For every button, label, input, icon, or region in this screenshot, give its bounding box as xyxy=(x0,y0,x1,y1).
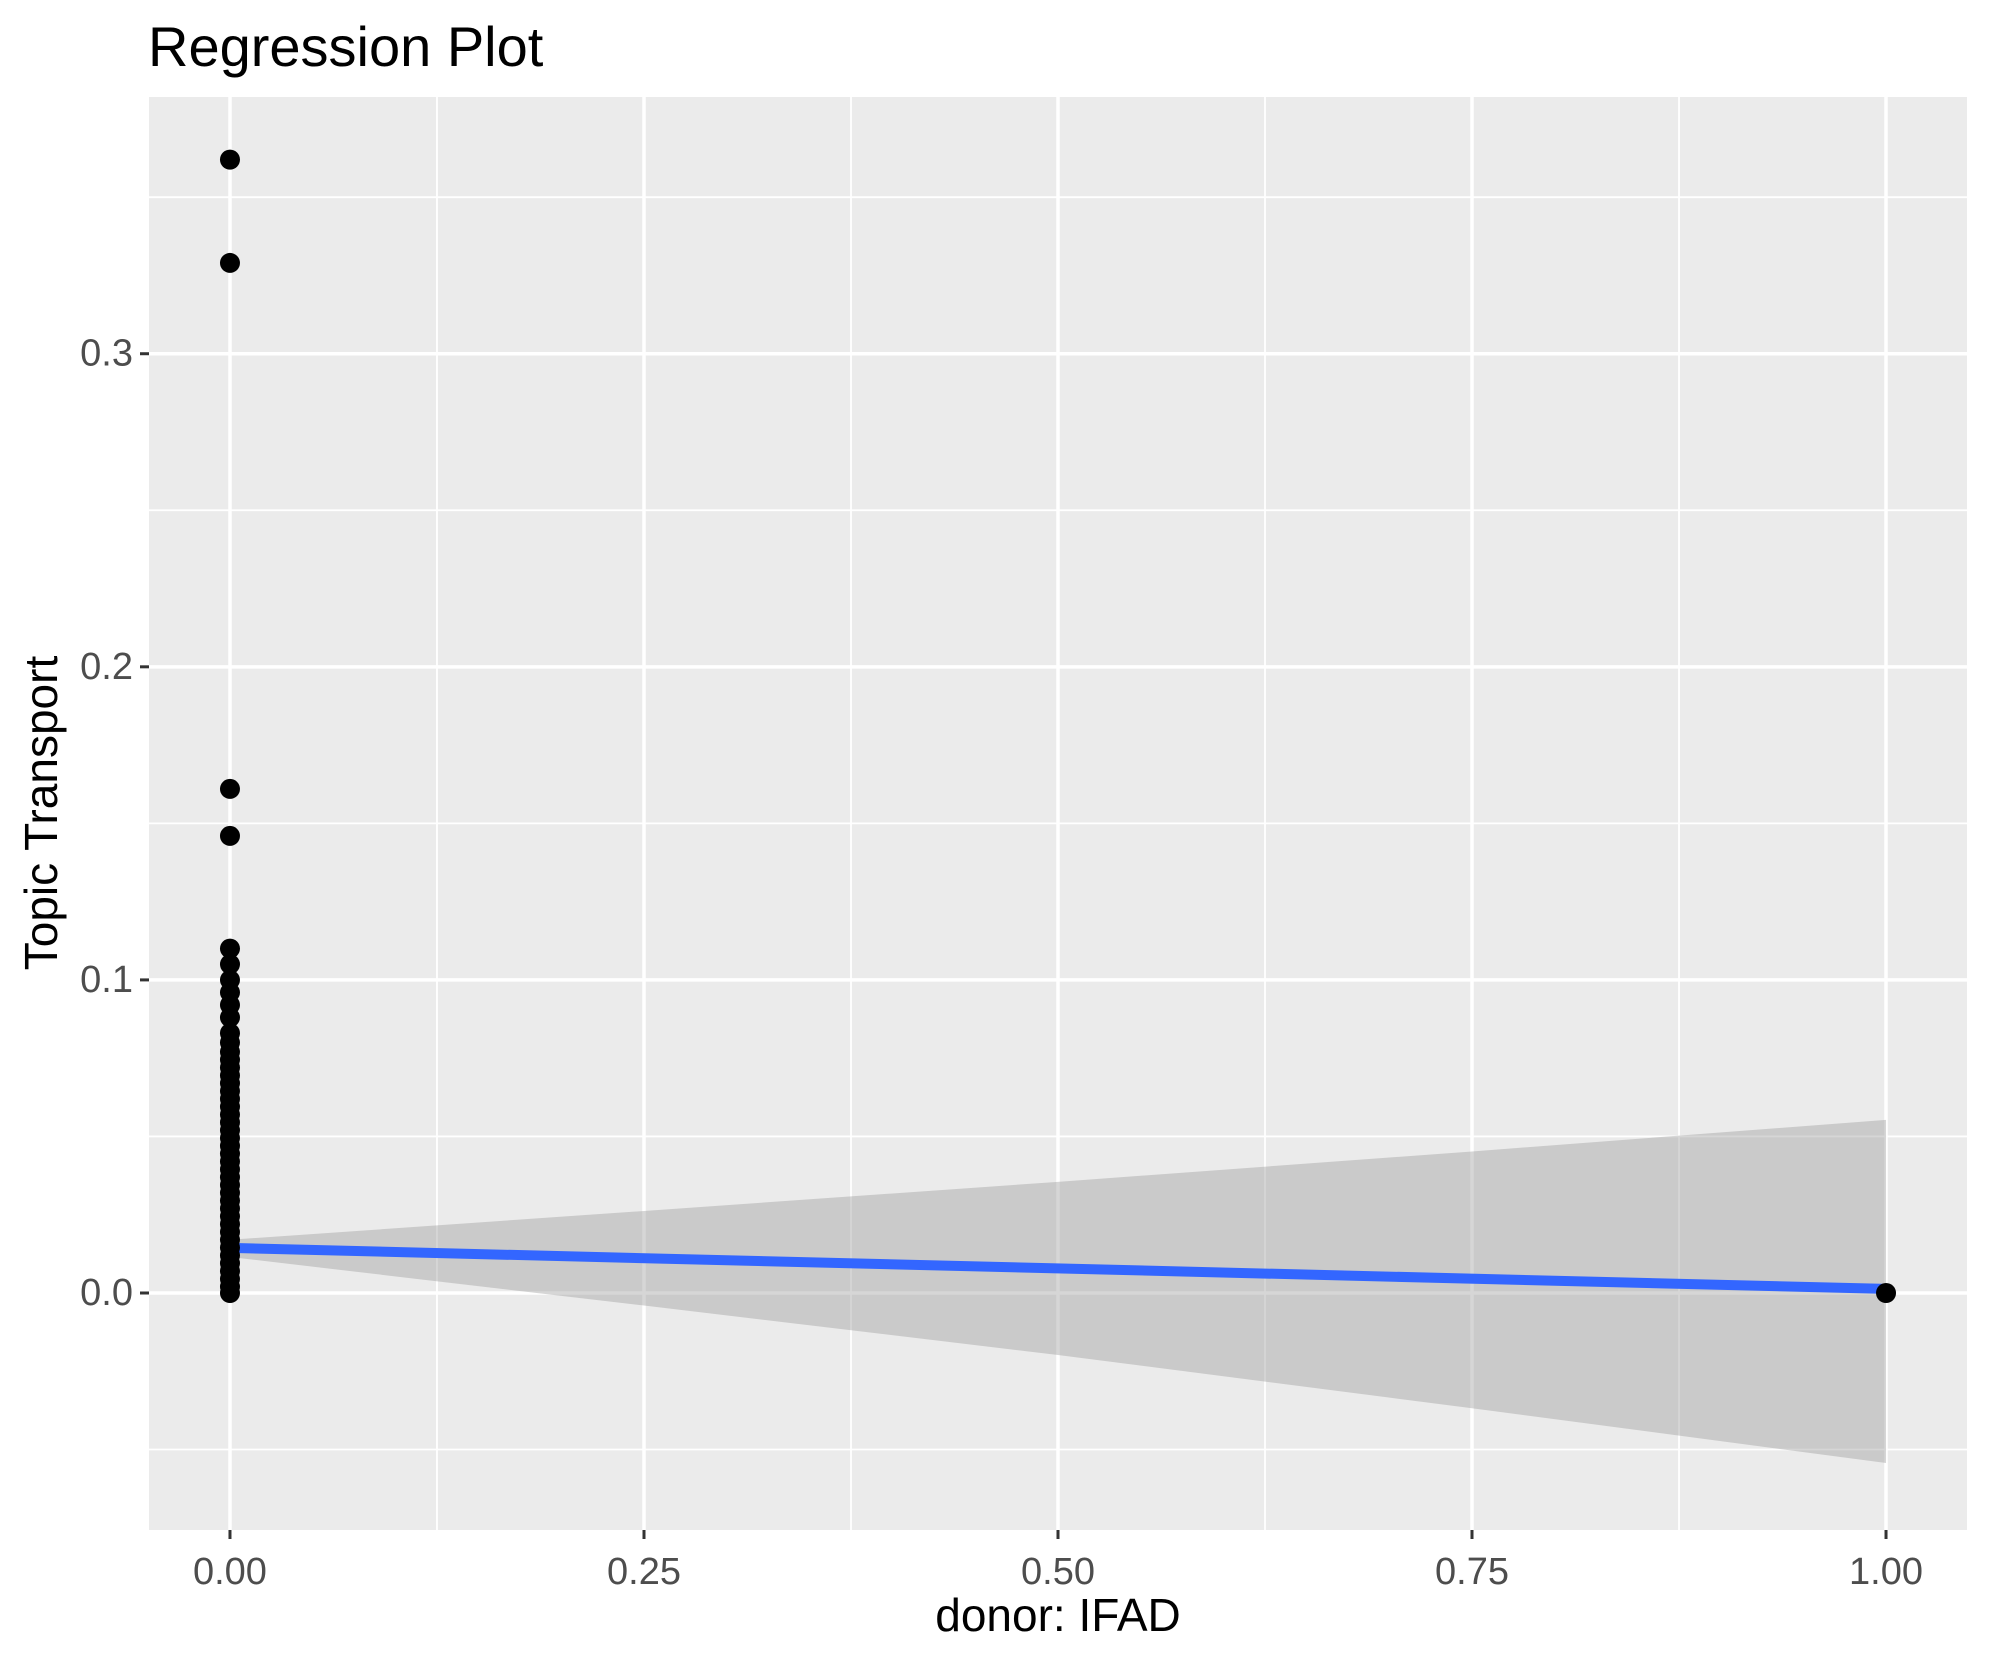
x-axis-title: donor: IFAD xyxy=(935,1589,1181,1641)
data-point xyxy=(219,252,240,273)
x-tick-label: 0.75 xyxy=(1435,1551,1509,1593)
x-tick-label: 0.50 xyxy=(1021,1551,1095,1593)
data-point xyxy=(219,1007,240,1028)
data-point xyxy=(219,954,240,975)
data-point xyxy=(1876,1282,1897,1303)
data-point xyxy=(219,825,240,846)
plot-title: Regression Plot xyxy=(148,15,544,78)
y-tick-label: 0.2 xyxy=(80,646,133,688)
confidence-band xyxy=(229,1119,1887,1463)
x-tick-label: 1.00 xyxy=(1849,1551,1923,1593)
data-point xyxy=(219,778,240,799)
x-tick-label: 0.00 xyxy=(193,1551,267,1593)
y-tick-label: 0.3 xyxy=(80,333,133,375)
data-point xyxy=(219,938,240,959)
x-tick-label: 0.25 xyxy=(607,1551,681,1593)
y-axis-title: Topic Transport xyxy=(15,655,67,971)
data-point xyxy=(219,1282,240,1303)
regression-line xyxy=(224,1242,1892,1294)
y-tick-label: 0.0 xyxy=(80,1272,133,1314)
data-point xyxy=(219,149,240,170)
y-tick-label: 0.1 xyxy=(80,959,133,1001)
